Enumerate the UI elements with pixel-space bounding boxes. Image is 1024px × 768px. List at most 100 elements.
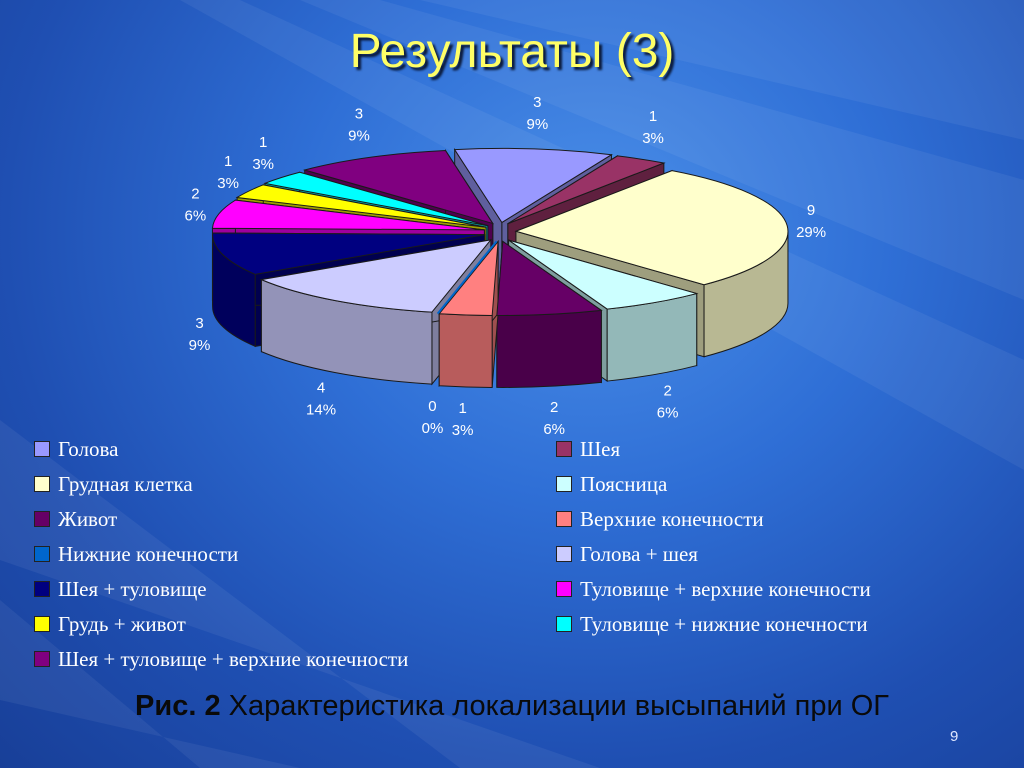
- data-label-percent: 14%: [306, 402, 336, 419]
- legend-swatch: [556, 476, 572, 492]
- pie-slice-11: [235, 184, 487, 228]
- pie-slice-6: [438, 239, 499, 317]
- pie-slice-2: [507, 155, 666, 225]
- legend-item: Живот: [34, 506, 556, 532]
- data-label-percent: 3%: [452, 422, 474, 439]
- pie-slice-1: [453, 147, 613, 224]
- data-label-9: 3 9%: [189, 315, 211, 354]
- data-label-count: 3: [195, 315, 203, 332]
- pie-slice-8: [259, 239, 493, 313]
- caption-prefix: Рис. 2: [135, 690, 221, 722]
- pie-top-faces: [211, 147, 789, 317]
- legend-label: Нижние конечности: [58, 541, 239, 566]
- data-label-count: 9: [807, 202, 815, 219]
- data-label-10: 2 6%: [185, 185, 207, 224]
- legend-item: Нижние конечности: [34, 541, 556, 567]
- data-label-percent: 6%: [543, 421, 565, 438]
- data-label-8: 4 14%: [306, 380, 336, 419]
- legend-swatch: [556, 546, 572, 562]
- pie-slice-3: [514, 170, 789, 286]
- legend-item: Голова + шея: [556, 541, 976, 567]
- legend-item: Туловище + верхние конечности: [556, 576, 976, 602]
- legend-swatch: [556, 441, 572, 457]
- pie-slice-5: [496, 240, 603, 316]
- data-label-count: 2: [550, 399, 558, 416]
- data-label-count: 2: [663, 383, 671, 400]
- data-label-percent: 9%: [527, 116, 549, 133]
- legend-label: Туловище + верхние конечности: [580, 576, 871, 601]
- legend-label: Поясница: [580, 471, 668, 496]
- data-label-percent: 3%: [642, 130, 664, 147]
- caption-text: Характеристика локализации высыпаний при…: [220, 690, 889, 722]
- legend-swatch: [34, 651, 50, 667]
- data-label-percent: 6%: [185, 207, 207, 224]
- data-label-count: 3: [533, 94, 541, 111]
- legend-label: Грудная клетка: [58, 471, 193, 496]
- page-number: 9: [950, 728, 959, 745]
- data-label-1: 3 9%: [527, 94, 549, 133]
- pie-slice-outer-wall: [496, 309, 602, 388]
- legend-item: Верхние конечности: [556, 506, 976, 532]
- pie-slice-outer-wall: [438, 313, 493, 389]
- data-label-percent: 9%: [348, 128, 370, 145]
- legend-label: Шея + туловище + верхние конечности: [58, 646, 409, 671]
- legend-swatch: [34, 546, 50, 562]
- legend-swatch: [34, 511, 50, 527]
- pie-slice-13: [302, 150, 494, 225]
- data-label-11: 1 3%: [217, 153, 239, 192]
- data-label-percent: 3%: [252, 156, 274, 173]
- legend-swatch: [34, 441, 50, 457]
- legend-item: Поясница: [556, 471, 976, 497]
- data-label-count: 1: [458, 400, 466, 417]
- data-label-7: 0 0%: [422, 398, 444, 437]
- legend-item: Грудь + живот: [34, 611, 556, 637]
- legend-item: Шея + туловище + верхние конечности: [34, 646, 556, 672]
- data-label-count: 2: [191, 185, 199, 202]
- data-label-2: 1 3%: [642, 108, 664, 147]
- data-label-percent: 0%: [422, 420, 444, 437]
- data-label-4: 2 6%: [657, 383, 679, 422]
- legend-label: Голова + шея: [580, 541, 698, 566]
- legend-label: Шея: [580, 436, 621, 461]
- data-label-percent: 6%: [657, 405, 679, 422]
- legend-swatch: [556, 581, 572, 597]
- data-label-count: 1: [224, 153, 232, 170]
- data-label-count: 0: [428, 398, 436, 415]
- legend-swatch: [34, 476, 50, 492]
- data-label-count: 4: [317, 380, 325, 397]
- data-label-count: 1: [259, 134, 267, 151]
- figure-caption: Рис. 2 Характеристика локализации высыпа…: [0, 690, 1024, 723]
- data-label-6: 1 3%: [452, 400, 474, 439]
- pie-slice-9: [212, 232, 485, 275]
- legend-swatch: [556, 511, 572, 527]
- data-label-percent: 9%: [189, 337, 211, 354]
- legend-label: Голова: [58, 436, 119, 461]
- slide-title: Результаты (3): [349, 25, 675, 78]
- legend-label: Живот: [58, 506, 118, 531]
- data-label-13: 3 9%: [348, 106, 370, 145]
- pie-slice-7: [436, 240, 498, 315]
- data-label-count: 1: [649, 108, 657, 125]
- data-label-count: 3: [355, 106, 363, 123]
- legend-label: Верхние конечности: [580, 506, 764, 531]
- data-label-3: 9 29%: [796, 202, 826, 241]
- pie-slice-4: [508, 239, 699, 310]
- legend-item: Голова: [34, 436, 556, 462]
- chart-legend: Голова Шея Грудная клетка Поясница Живот Верх…: [34, 436, 994, 672]
- legend-label: Туловище + нижние конечности: [580, 611, 868, 636]
- legend-label: Грудь + живот: [58, 611, 186, 636]
- legend-swatch: [34, 616, 50, 632]
- pie-slice-10: [211, 199, 485, 231]
- data-label-percent: 29%: [796, 224, 826, 241]
- legend-item: Туловище + нижние конечности: [556, 611, 976, 637]
- legend-item: Шея + туловище: [34, 576, 556, 602]
- legend-item: Грудная клетка: [34, 471, 556, 497]
- data-label-12: 1 3%: [252, 134, 274, 173]
- legend-item: Шея: [556, 436, 976, 462]
- legend-label: Шея + туловище: [58, 576, 207, 601]
- pie-chart: 3 9% 1 3%9 29%2 6%2 6%1 3%0 0%4 14%3 9%2 6%1 3%1 3%3 9…: [185, 94, 827, 439]
- pie-slice-12: [263, 171, 488, 227]
- data-label-percent: 3%: [217, 175, 239, 192]
- data-label-5: 2 6%: [543, 399, 565, 438]
- pie-data-labels: 3 9% 1 3%9 29%2 6%2 6%1 3%0 0%4 14%3 9%2 6%1 3%1 3%3 9…: [185, 94, 827, 439]
